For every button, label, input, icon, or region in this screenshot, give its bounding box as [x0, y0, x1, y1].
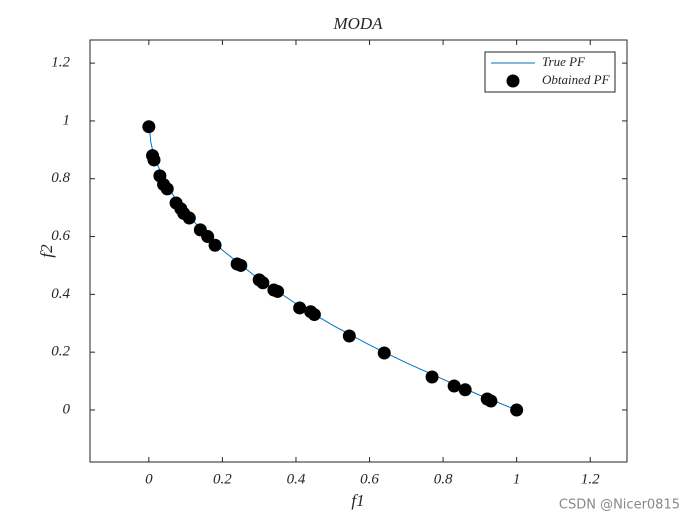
point [377, 346, 391, 360]
point [458, 383, 472, 397]
watermark: CSDN @Nicer0815 [559, 498, 680, 513]
y-tick-label: 0.8 [51, 170, 70, 186]
x-tick-label: 0.4 [287, 471, 306, 487]
x-tick-label: 1.2 [581, 471, 600, 487]
y-tick-label: 1 [63, 112, 71, 128]
y-tick-label: 0.4 [51, 286, 70, 302]
y-tick-label: 1.2 [51, 55, 70, 71]
point [182, 211, 196, 225]
point [271, 284, 285, 298]
legend-label: Obtained PF [542, 72, 611, 87]
point [201, 230, 215, 244]
point [307, 308, 321, 322]
x-axis-label: f1 [351, 491, 364, 510]
point [147, 153, 161, 167]
x-tick-label: 0.2 [213, 471, 232, 487]
chart-title: MODA [332, 14, 383, 33]
x-tick-label: 0.8 [434, 471, 453, 487]
point [293, 301, 307, 315]
point [484, 394, 498, 408]
x-tick-label: 0 [145, 471, 153, 487]
point [342, 329, 356, 343]
legend-box [484, 51, 616, 93]
y-axis-label: f2 [37, 244, 56, 258]
y-tick-label: 0.2 [51, 344, 70, 360]
x-tick-label: 1 [513, 471, 521, 487]
legend-swatch [506, 74, 520, 88]
point [160, 182, 174, 196]
point [142, 120, 156, 134]
point [234, 258, 248, 272]
point [510, 403, 524, 417]
point [425, 370, 439, 384]
legend-label: True PF [542, 54, 586, 69]
point [256, 276, 270, 290]
y-tick-label: 0.6 [51, 228, 70, 244]
plot-area [89, 39, 628, 463]
point [208, 238, 222, 252]
y-tick-label: 0 [63, 401, 71, 417]
point [447, 379, 461, 393]
x-tick-label: 0.6 [360, 471, 379, 487]
